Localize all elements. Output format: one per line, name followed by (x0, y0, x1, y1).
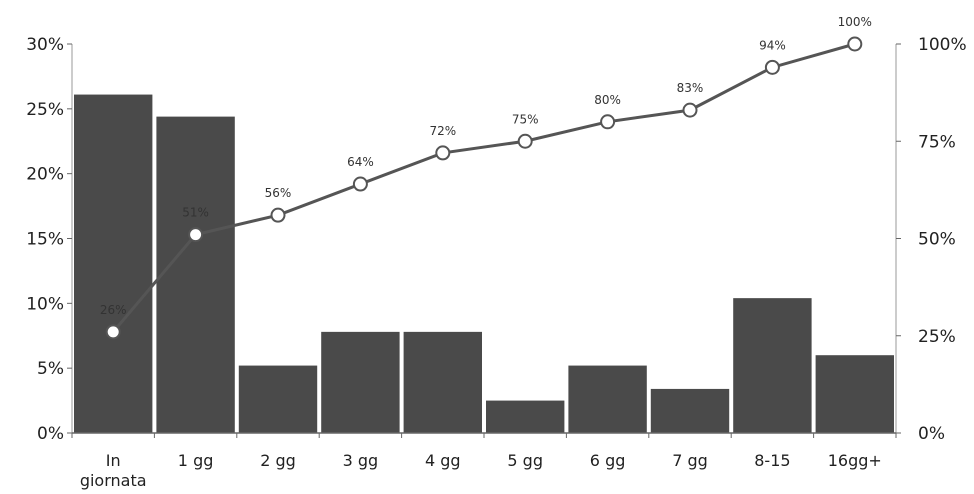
line-point-1 (105, 324, 121, 340)
bar-10 (815, 355, 894, 433)
line-point-4 (352, 176, 368, 192)
line-point-5 (435, 145, 451, 161)
axes: 0% 5% 10% 15% 20% 25% 30% 0% 25% 50% 75% 100% Ingior… (26, 35, 966, 490)
y-left-tick-label: 0% (37, 424, 64, 444)
y-right-tick-label: 0% (918, 424, 945, 444)
cumulative-line (112, 42, 856, 333)
bar-6 (486, 400, 565, 433)
x-tick-label: 1 gg (178, 451, 214, 470)
line-data-label: 100% (838, 15, 872, 29)
y-left-tick-label: 5% (37, 359, 64, 379)
x-tick-label: 5 gg (507, 451, 543, 470)
y-left-tick-label: 15% (26, 230, 64, 250)
y-left-tick-label: 20% (26, 165, 64, 185)
x-tick-label: 8-15 (754, 451, 790, 470)
bar-3 (238, 365, 318, 433)
bar-8 (650, 388, 730, 433)
x-tick-label: 7 gg (672, 451, 708, 470)
line-data-label: 75% (512, 112, 539, 126)
x-tick-label: In (106, 451, 121, 470)
bar-4 (321, 331, 400, 433)
x-tick-label: giornata (80, 471, 147, 490)
y-right-tick-label: 100% (918, 35, 967, 55)
x-tick-label: 2 gg (260, 451, 296, 470)
x-tick-label: 4 gg (425, 451, 461, 470)
x-tick-label: 3 gg (343, 451, 379, 470)
x-tick-label: 6 gg (590, 451, 626, 470)
line-point-2 (188, 227, 204, 243)
line-point-9 (764, 59, 780, 75)
y-left-tick-label: 30% (26, 35, 64, 55)
line-data-label: 83% (677, 81, 704, 95)
bar-1 (74, 94, 153, 433)
line-data-label: 56% (265, 186, 292, 200)
bar-2 (156, 116, 235, 433)
y-right-tick-label: 75% (918, 132, 956, 152)
bar-series (74, 94, 894, 433)
y-left-tick-label: 10% (26, 294, 64, 314)
line-data-label: 72% (429, 124, 456, 138)
data-labels: 26% 51% 56% 64% 72% 75% 80% 83% 94% 100% (100, 15, 872, 317)
line-data-label: 26% (100, 303, 127, 317)
y-right-tick-label: 50% (918, 230, 956, 250)
y-left-tick-label: 25% (26, 100, 64, 120)
line-point-6 (517, 133, 533, 149)
bar-5 (403, 331, 482, 433)
line-point-3 (270, 207, 286, 223)
cumulative-line-series (105, 36, 863, 340)
bar-7 (568, 365, 647, 433)
line-point-7 (600, 114, 616, 130)
line-data-label: 94% (759, 38, 786, 52)
x-tick-label: 16gg+ (828, 451, 882, 470)
line-point-8 (682, 102, 698, 118)
line-data-label: 64% (347, 155, 374, 169)
bar-9 (733, 298, 812, 433)
line-data-label: 80% (594, 93, 621, 107)
line-point-10 (847, 36, 863, 52)
line-data-label: 51% (182, 206, 209, 220)
y-right-tick-label: 25% (918, 327, 956, 347)
